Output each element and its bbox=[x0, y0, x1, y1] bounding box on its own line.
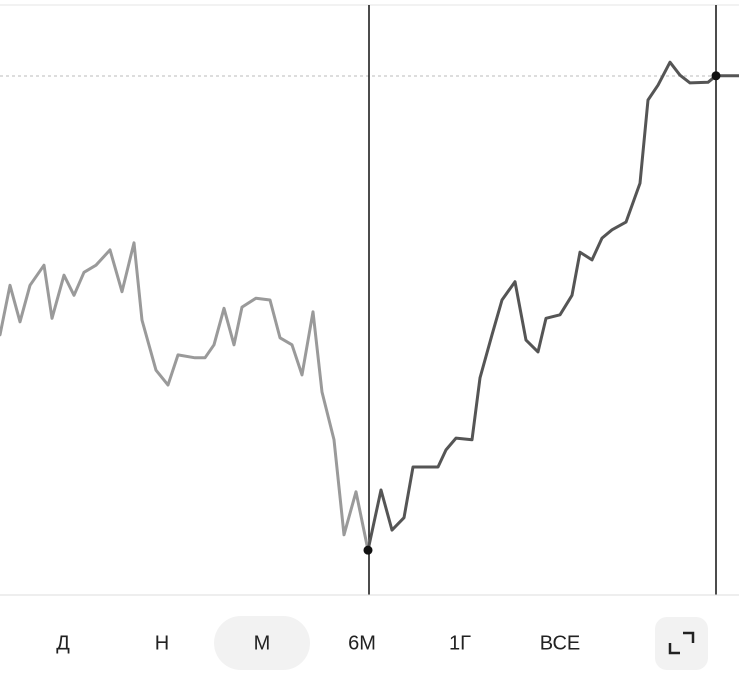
price-line bbox=[0, 241, 370, 552]
expand-button[interactable] bbox=[655, 617, 708, 670]
price-line bbox=[366, 60, 739, 552]
period-button[interactable]: Д bbox=[56, 632, 70, 654]
expand-icon bbox=[668, 631, 695, 655]
marker-dot bbox=[711, 71, 721, 81]
plot bbox=[0, 60, 739, 555]
period-bar: Д Н М 6М 1Г ВСЕ bbox=[56, 616, 580, 670]
active-pill bbox=[214, 616, 310, 670]
period-button[interactable]: М bbox=[254, 632, 271, 654]
period-button[interactable]: ВСЕ bbox=[540, 632, 580, 654]
period-button[interactable]: Н bbox=[155, 632, 169, 654]
marker-dot bbox=[363, 545, 373, 555]
period-button[interactable]: 1Г bbox=[449, 632, 471, 654]
period-button[interactable]: 6М bbox=[348, 632, 376, 654]
